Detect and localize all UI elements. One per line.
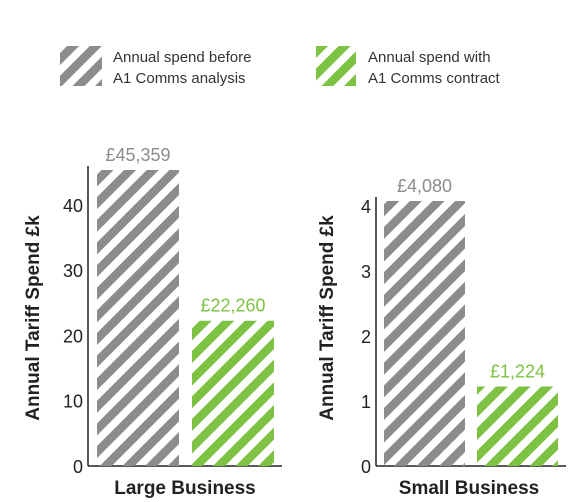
y-tick-label: 3 bbox=[361, 262, 371, 282]
y-tick-label: 20 bbox=[63, 326, 83, 346]
y-axis-title: Annual Tariff Spend £k bbox=[317, 215, 338, 421]
legend-label-with-line1: Annual spend with bbox=[368, 49, 491, 66]
value-label-before: £45,359 bbox=[105, 145, 170, 165]
legend-swatch-before bbox=[60, 46, 102, 86]
legend: Annual spend before A1 Comms analysis An… bbox=[60, 46, 501, 87]
bar-before bbox=[384, 201, 465, 466]
y-tick-label: 10 bbox=[63, 392, 83, 412]
chart-panel-small-business: Annual Tariff Spend £k Small Business 0 1… bbox=[317, 176, 566, 499]
y-tick-label: 0 bbox=[361, 457, 371, 477]
x-category-label: Large Business bbox=[114, 478, 256, 499]
legend-label-before-line2: A1 Comms analysis bbox=[113, 70, 246, 87]
y-tick-label: 40 bbox=[63, 196, 83, 216]
value-label-with: £22,260 bbox=[200, 296, 265, 316]
bar-with bbox=[192, 320, 274, 466]
y-tick-label: 0 bbox=[73, 457, 83, 477]
y-tick-label: 1 bbox=[361, 392, 371, 412]
value-label-before: £4,080 bbox=[397, 176, 452, 196]
legend-label-with-line2: A1 Comms contract bbox=[368, 70, 501, 87]
bar-before bbox=[97, 170, 179, 466]
y-tick-label: 30 bbox=[63, 261, 83, 281]
value-label-with: £1,224 bbox=[490, 362, 545, 382]
legend-label-before-line1: Annual spend before bbox=[113, 49, 251, 66]
bar-with bbox=[477, 386, 558, 466]
y-tick-label: 2 bbox=[361, 327, 371, 347]
x-category-label: Small Business bbox=[399, 478, 539, 499]
y-axis-title: Annual Tariff Spend £k bbox=[23, 215, 44, 421]
y-tick-label: 4 bbox=[361, 197, 371, 217]
chart-panel-large-business: Annual Tariff Spend £k Large Business 0 1… bbox=[23, 145, 282, 499]
legend-swatch-with bbox=[316, 46, 356, 86]
